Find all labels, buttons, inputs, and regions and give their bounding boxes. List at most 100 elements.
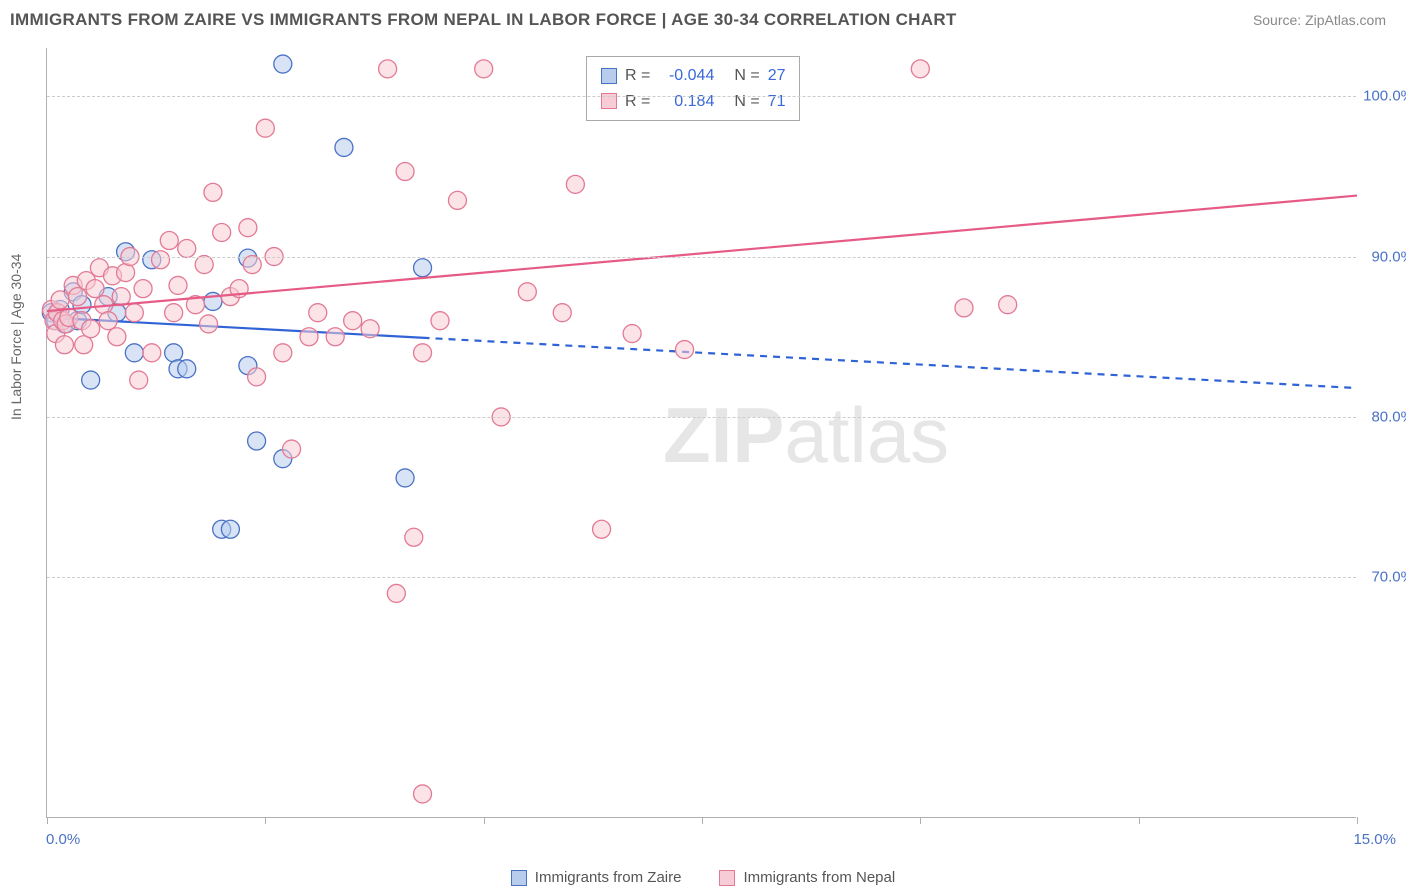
data-point-zaire [335,138,353,156]
x-tick [265,817,266,824]
data-point-nepal [108,328,126,346]
x-tick [1357,817,1358,824]
data-point-nepal [344,312,362,330]
y-axis-label: In Labor Force | Age 30-34 [8,254,24,420]
data-point-nepal [248,368,266,386]
data-point-nepal [475,60,493,78]
data-point-nepal [405,528,423,546]
legend-label: Immigrants from Zaire [535,869,682,886]
y-tick-label: 70.0% [1371,569,1406,586]
stat-r-value: -0.044 [658,63,714,89]
data-point-zaire [274,55,292,73]
stat-n-label: N = [734,89,759,115]
data-point-nepal [623,325,641,343]
data-point-nepal [676,341,694,359]
data-point-nepal [195,256,213,274]
data-point-nepal [448,191,466,209]
data-point-nepal [125,304,143,322]
legend-item: Immigrants from Zaire [511,869,682,886]
gridline-h [47,417,1356,418]
data-point-nepal [283,440,301,458]
stat-r-label: R = [625,63,650,89]
data-point-zaire [82,371,100,389]
legend-swatch-icon [719,870,735,886]
scatter-svg [47,48,1356,817]
data-point-zaire [125,344,143,362]
legend-item: Immigrants from Nepal [719,869,895,886]
data-point-zaire [248,432,266,450]
stat-n-label: N = [734,63,759,89]
data-point-nepal [99,312,117,330]
x-tick [47,817,48,824]
data-point-nepal [566,175,584,193]
gridline-h [47,577,1356,578]
data-point-zaire [221,520,239,538]
data-point-nepal [414,785,432,803]
data-point-nepal [165,304,183,322]
data-point-zaire [178,360,196,378]
x-tick [484,817,485,824]
data-point-nepal [999,296,1017,314]
data-point-nepal [955,299,973,317]
data-point-nepal [518,283,536,301]
x-tick [1139,817,1140,824]
data-point-nepal [204,183,222,201]
legend-label: Immigrants from Nepal [743,869,895,886]
y-tick-label: 90.0% [1371,248,1406,265]
data-point-nepal [396,163,414,181]
data-point-nepal [130,371,148,389]
stats-row: R = -0.044 N = 27 [601,63,785,89]
trend-line-zaire-dashed [423,338,1357,388]
plot-area: ZIPatlas R =-0.044N =27R =0.184N =71 70.… [46,48,1356,818]
data-point-nepal [553,304,571,322]
stats-legend-box: R = -0.044 N = 27 R = 0.184 N = 71 [586,56,800,121]
legend-swatch-icon [511,870,527,886]
data-point-nepal [55,336,73,354]
data-point-nepal [387,584,405,602]
data-point-nepal [82,320,100,338]
stat-n-value: 71 [768,89,786,115]
data-point-zaire [165,344,183,362]
data-point-nepal [309,304,327,322]
data-point-nepal [213,223,231,241]
data-point-nepal [256,119,274,137]
data-point-nepal [169,276,187,294]
stat-r-label: R = [625,89,650,115]
data-point-nepal [593,520,611,538]
source-attribution: Source: ZipAtlas.com [1253,12,1386,28]
gridline-h [47,257,1356,258]
gridline-h [47,96,1356,97]
data-point-nepal [414,344,432,362]
data-point-nepal [160,232,178,250]
data-point-nepal [178,240,196,258]
data-point-zaire [396,469,414,487]
x-tick [702,817,703,824]
data-point-nepal [300,328,318,346]
data-point-nepal [431,312,449,330]
data-point-nepal [911,60,929,78]
x-tick [920,817,921,824]
y-tick-label: 100.0% [1363,88,1406,105]
data-point-nepal [75,336,93,354]
data-point-nepal [379,60,397,78]
stat-n-value: 27 [768,63,786,89]
data-point-nepal [134,280,152,298]
bottom-legend: Immigrants from Zaire Immigrants from Nep… [0,869,1406,886]
stat-r-value: 0.184 [658,89,714,115]
data-point-nepal [243,256,261,274]
data-point-nepal [117,264,135,282]
data-point-nepal [51,291,69,309]
legend-swatch-icon [601,68,617,84]
data-point-nepal [361,320,379,338]
x-axis-max-label: 15.0% [1353,831,1396,848]
data-point-nepal [200,315,218,333]
data-point-nepal [152,251,170,269]
data-point-zaire [414,259,432,277]
data-point-nepal [326,328,344,346]
y-tick-label: 80.0% [1371,408,1406,425]
data-point-nepal [239,219,257,237]
stats-row: R = 0.184 N = 71 [601,89,785,115]
data-point-nepal [69,288,87,306]
chart-title: IMMIGRANTS FROM ZAIRE VS IMMIGRANTS FROM… [10,10,957,30]
x-axis-min-label: 0.0% [46,831,80,848]
